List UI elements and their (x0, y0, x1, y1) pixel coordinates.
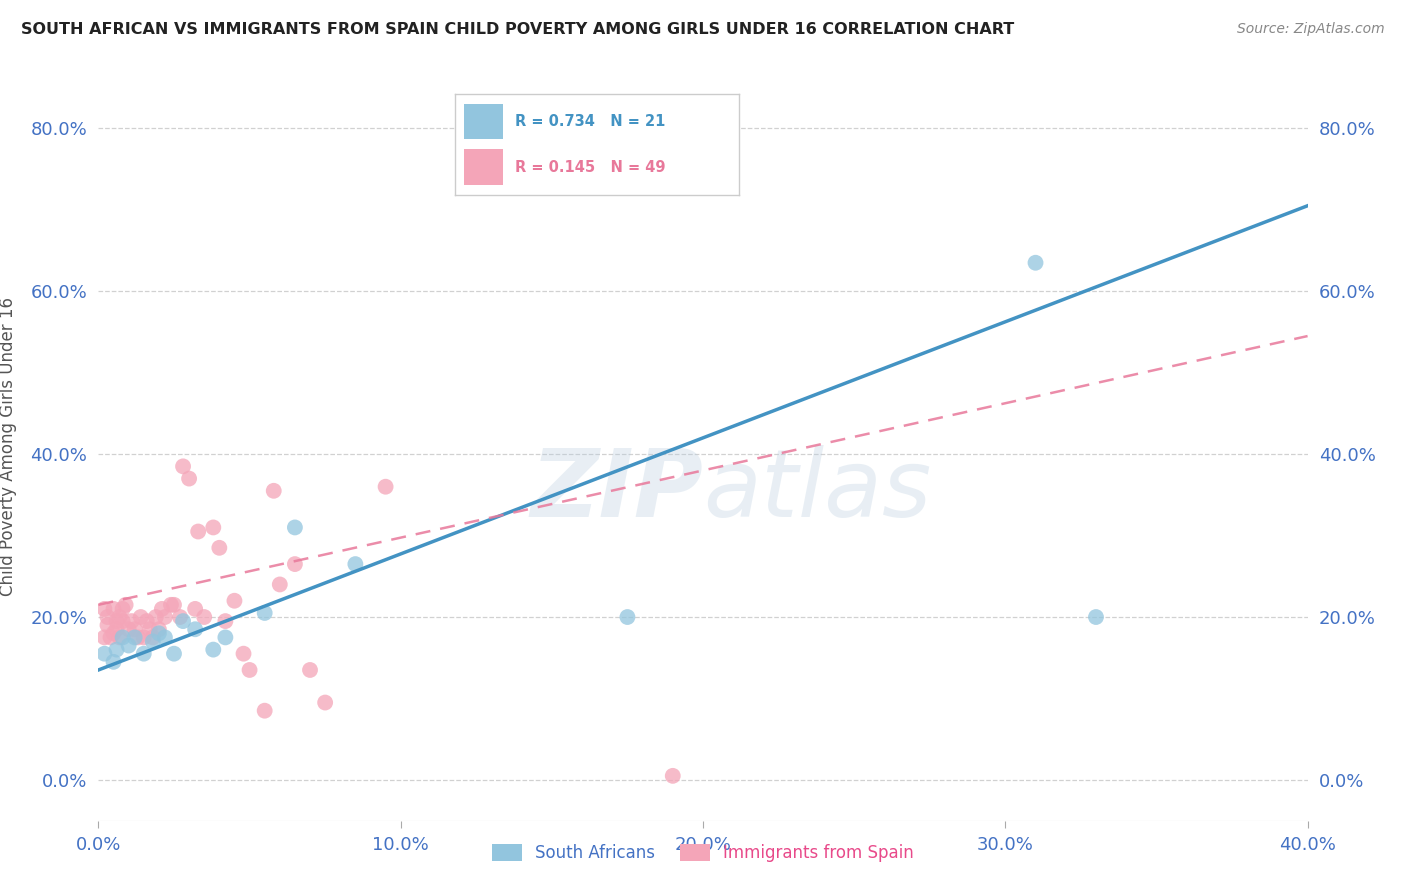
Legend: South Africans, Immigrants from Spain: South Africans, Immigrants from Spain (485, 837, 921, 869)
Point (208, 541, 231, 555)
Point (1024, 256, 1046, 270)
Point (108, 610, 131, 624)
Point (1085, 610, 1108, 624)
Point (114, 598, 136, 612)
Point (124, 631, 146, 645)
Y-axis label: Child Poverty Among Girls Under 16: Child Poverty Among Girls Under 16 (0, 296, 17, 596)
Point (163, 598, 186, 612)
Point (103, 655, 125, 669)
Point (202, 520, 225, 534)
Point (142, 631, 165, 645)
Point (172, 459, 194, 474)
Point (239, 663, 262, 677)
Point (202, 642, 225, 657)
Point (124, 622, 146, 636)
Text: Source: ZipAtlas.com: Source: ZipAtlas.com (1237, 22, 1385, 37)
Point (139, 622, 162, 636)
Point (160, 598, 183, 612)
Point (105, 622, 128, 636)
Text: SOUTH AFRICAN VS IMMIGRANTS FROM SPAIN CHILD POVERTY AMONG GIRLS UNDER 16 CORREL: SOUTH AFRICAN VS IMMIGRANTS FROM SPAIN C… (21, 22, 1014, 37)
Point (103, 626, 125, 640)
Point (118, 622, 141, 636)
Point (93, 631, 115, 645)
Point (193, 610, 215, 624)
Point (616, 610, 638, 624)
Point (148, 626, 170, 640)
Point (224, 593, 246, 607)
Point (118, 639, 141, 653)
Point (108, 631, 131, 645)
Point (172, 614, 194, 628)
Point (269, 577, 291, 591)
Point (163, 647, 186, 661)
Point (145, 610, 167, 624)
Point (142, 634, 165, 648)
Point (284, 520, 307, 534)
Point (105, 642, 128, 657)
Point (153, 631, 176, 645)
Point (150, 602, 173, 616)
Point (129, 610, 152, 624)
Point (93, 602, 115, 616)
Point (103, 602, 125, 616)
Point (284, 557, 307, 571)
Point (184, 602, 207, 616)
Point (214, 614, 236, 628)
Point (111, 631, 134, 645)
Point (299, 663, 322, 677)
Point (187, 524, 209, 539)
Point (184, 622, 207, 636)
Point (105, 614, 128, 628)
Point (253, 606, 276, 620)
Point (135, 614, 157, 628)
Point (132, 631, 155, 645)
Point (111, 602, 134, 616)
Point (96, 610, 118, 624)
Point (263, 483, 285, 498)
Point (96, 618, 118, 632)
Point (132, 647, 155, 661)
Point (100, 631, 122, 645)
Point (179, 472, 201, 486)
Point (232, 647, 254, 661)
Point (148, 622, 170, 636)
Point (214, 631, 236, 645)
Point (661, 769, 683, 783)
Point (169, 610, 191, 624)
Text: ZIP: ZIP (530, 445, 703, 537)
Point (344, 557, 367, 571)
Point (127, 631, 149, 645)
Point (374, 480, 396, 494)
Point (93, 647, 115, 661)
Point (314, 696, 336, 710)
Point (111, 614, 134, 628)
Point (121, 614, 143, 628)
Point (253, 704, 276, 718)
Point (153, 610, 176, 624)
Text: atlas: atlas (703, 445, 931, 536)
